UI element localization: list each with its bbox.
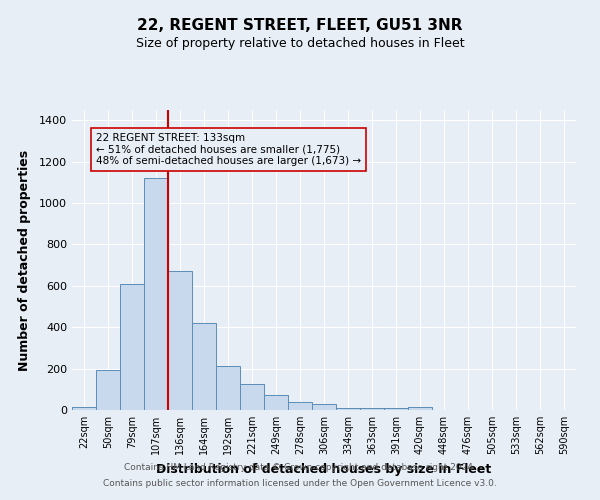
Bar: [72, 407, 96, 410]
Bar: [96, 370, 120, 410]
Bar: [312, 404, 336, 410]
X-axis label: Distribution of detached houses by size in Fleet: Distribution of detached houses by size …: [157, 462, 491, 475]
Bar: [240, 384, 264, 410]
Text: Contains HM Land Registry data © Crown copyright and database right 2024.: Contains HM Land Registry data © Crown c…: [124, 464, 476, 472]
Bar: [264, 395, 288, 410]
Bar: [408, 407, 432, 410]
Bar: [360, 408, 384, 410]
Bar: [384, 408, 408, 410]
Bar: [120, 284, 144, 410]
Text: 22 REGENT STREET: 133sqm
← 51% of detached houses are smaller (1,775)
48% of sem: 22 REGENT STREET: 133sqm ← 51% of detach…: [96, 133, 361, 166]
Text: Size of property relative to detached houses in Fleet: Size of property relative to detached ho…: [136, 38, 464, 51]
Bar: [288, 402, 312, 410]
Bar: [216, 366, 240, 410]
Bar: [336, 408, 360, 410]
Bar: [192, 323, 216, 410]
Bar: [168, 272, 192, 410]
Text: 22, REGENT STREET, FLEET, GU51 3NR: 22, REGENT STREET, FLEET, GU51 3NR: [137, 18, 463, 32]
Text: Contains public sector information licensed under the Open Government Licence v3: Contains public sector information licen…: [103, 478, 497, 488]
Y-axis label: Number of detached properties: Number of detached properties: [17, 150, 31, 370]
Bar: [144, 178, 168, 410]
